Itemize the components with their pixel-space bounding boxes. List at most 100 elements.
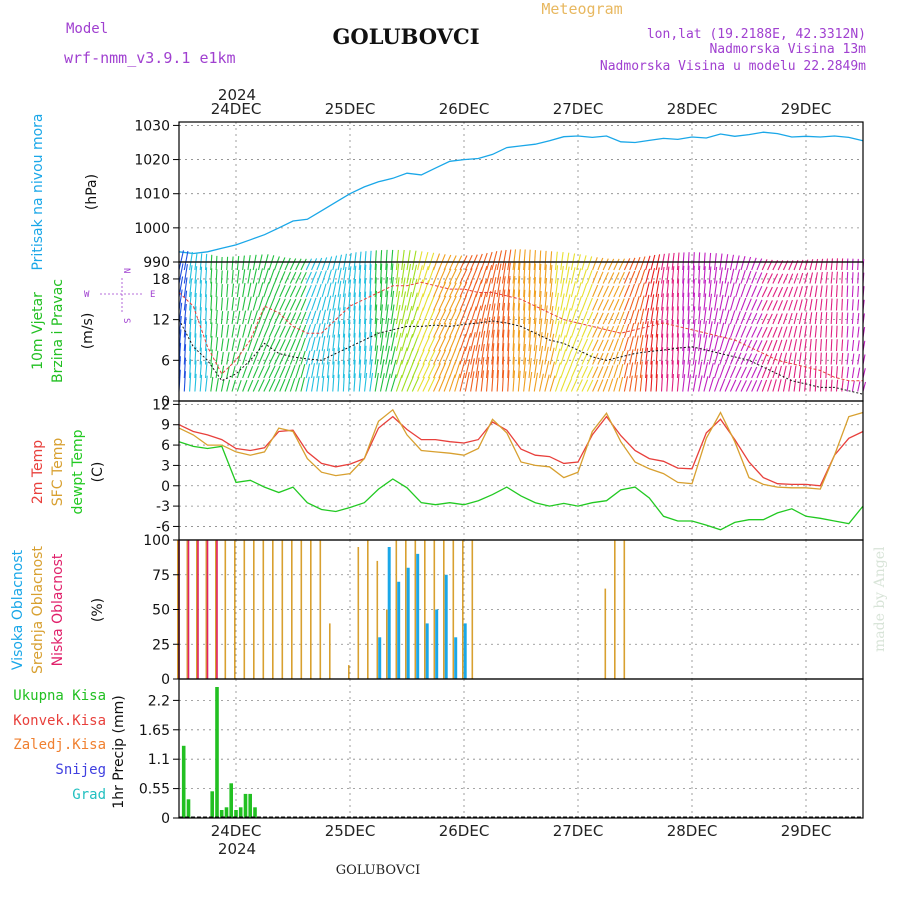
wind-barb	[549, 278, 553, 298]
wind-barb	[433, 322, 441, 338]
wind-barb	[480, 370, 485, 392]
wind-barb	[353, 346, 356, 365]
wind-barb	[751, 339, 758, 352]
wind-barb	[814, 312, 818, 325]
wind-barb	[258, 310, 264, 325]
wind-barb	[517, 289, 521, 311]
wind-barb	[586, 311, 594, 325]
wind-barb	[454, 321, 462, 338]
wind-barb	[857, 381, 861, 392]
wind-barb	[528, 317, 531, 338]
wind-barb	[337, 280, 342, 298]
wind-barb	[613, 351, 619, 365]
wind-barb	[735, 366, 742, 379]
wind-barb	[687, 279, 690, 298]
wind-barb	[411, 292, 418, 311]
wind-barb	[385, 373, 391, 392]
wind-barb	[745, 339, 753, 352]
wind-barb	[655, 374, 658, 392]
wind-barb	[422, 376, 431, 392]
wind-barb	[390, 346, 396, 365]
wind-barb	[830, 271, 833, 284]
wind-barb	[470, 293, 478, 311]
wind-barb	[311, 271, 318, 284]
wind-barb	[708, 307, 713, 325]
wind-barb	[777, 300, 784, 311]
wind-barb	[660, 374, 664, 392]
precip-frame	[178, 678, 864, 819]
wind-barb	[268, 351, 276, 365]
wind-barb	[613, 364, 619, 379]
wind-barb	[358, 345, 362, 365]
wind-barb	[311, 363, 316, 379]
wind-barb	[316, 349, 321, 365]
wind-barb	[311, 336, 316, 352]
wind-barb	[793, 299, 798, 311]
wind-barb	[199, 334, 202, 352]
wind-barb	[332, 281, 337, 298]
wind-barb	[220, 256, 223, 271]
wind-barb	[379, 277, 383, 298]
wind-barb	[480, 265, 488, 284]
wind-barb	[321, 322, 326, 338]
wind-barb	[332, 348, 335, 365]
wind-barb	[390, 290, 395, 311]
wind-barb	[729, 310, 736, 325]
wind-barb	[671, 266, 675, 284]
wind-barb	[676, 265, 680, 284]
wind-barb	[300, 337, 306, 352]
wind-barb	[597, 366, 604, 379]
wind-barb	[438, 295, 447, 311]
wind-barb	[655, 347, 658, 365]
wind-barb	[374, 359, 379, 379]
wind-barb	[607, 285, 615, 298]
wind-barb	[613, 338, 620, 352]
wind-barb	[756, 340, 763, 352]
wind-barb	[820, 312, 823, 325]
wind-barb	[332, 308, 336, 325]
wind-barb	[263, 323, 271, 338]
wind-barb	[183, 303, 187, 325]
wind-barb	[316, 323, 321, 338]
wind-barb	[698, 306, 701, 325]
wind-barb	[491, 343, 495, 365]
pressure-y-ticks: 990 1000 1010 1020 1030	[134, 118, 179, 271]
wind-barb	[279, 378, 286, 392]
wind-barb	[666, 374, 669, 392]
wind-barb	[215, 255, 218, 271]
wind-barb	[417, 251, 423, 271]
wind-barb	[496, 276, 502, 298]
wind-barb	[242, 352, 248, 365]
compass-south: S	[121, 318, 131, 323]
wind-barb	[279, 284, 286, 298]
wind-barb	[835, 271, 838, 284]
wind-barb	[602, 312, 609, 325]
precip-bar	[253, 807, 257, 818]
wind-barb	[496, 356, 500, 379]
wind-barb	[554, 362, 561, 379]
wind-barb	[851, 353, 855, 365]
wind-barb	[549, 347, 555, 365]
wind-barb	[401, 333, 408, 352]
wind-barb	[708, 376, 715, 392]
wind-barb	[660, 347, 664, 365]
wind-barb	[650, 294, 655, 311]
wind-barb	[756, 272, 763, 284]
wind-barb	[523, 371, 527, 392]
wind-barb	[735, 297, 741, 311]
wind-barb	[565, 280, 571, 298]
x-tick-label-bottom: 26DEC	[439, 822, 490, 840]
wind-barb	[342, 306, 346, 325]
wind-barb	[501, 263, 507, 284]
wind-barb	[554, 292, 559, 311]
wind-barb	[390, 332, 396, 352]
wind-barb	[385, 359, 391, 379]
wind-barb	[676, 252, 680, 271]
wind-barb	[321, 335, 326, 352]
wind-barb	[433, 336, 441, 352]
wind-barb	[618, 376, 624, 392]
wind-barb	[544, 291, 548, 311]
wind-barb	[698, 375, 703, 392]
wind-barb	[698, 252, 701, 271]
